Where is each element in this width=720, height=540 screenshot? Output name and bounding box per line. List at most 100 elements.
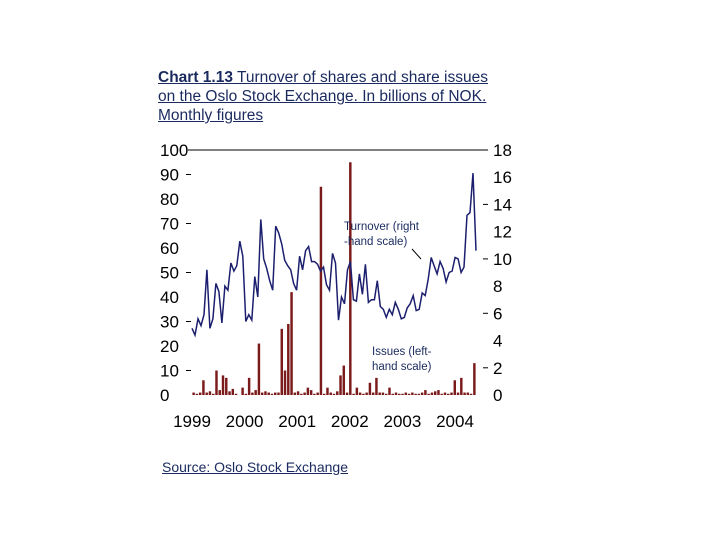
issues-bar — [280, 328, 283, 395]
issues-bar — [385, 393, 388, 395]
right-tick-label: 8 — [493, 277, 502, 296]
right-tick-label: 18 — [493, 141, 512, 160]
right-tick-label: 12 — [493, 223, 512, 242]
issues-bar — [287, 323, 290, 395]
issues-bar — [394, 392, 398, 395]
issues-bar — [202, 380, 205, 395]
issues-bar — [234, 393, 238, 395]
right-tick-label: 6 — [493, 304, 502, 323]
right-tick-label: 16 — [493, 168, 512, 187]
left-tick-label: 90 — [160, 166, 179, 185]
issues-bar — [257, 343, 261, 395]
issues-bar — [355, 387, 359, 395]
issues-bar — [215, 370, 218, 395]
issues-bar — [358, 392, 362, 395]
left-axis-ticks: 0 10 20 30 40 50 60 70 80 90 100 — [160, 141, 191, 405]
right-tick-label: 14 — [493, 195, 512, 214]
x-tick-label: 2003 — [383, 412, 421, 431]
issues-bar — [463, 392, 466, 395]
issues-bar — [401, 393, 404, 395]
left-tick-label: 50 — [160, 264, 179, 283]
issues-bar — [407, 393, 411, 395]
issues-bar — [368, 382, 372, 395]
issues-bar — [424, 390, 427, 395]
issues-bar — [326, 387, 329, 395]
right-tick-label: 4 — [493, 332, 502, 351]
issues-bar — [244, 393, 248, 395]
issues-bar — [417, 393, 421, 395]
issues-bar — [322, 393, 326, 395]
issues-bar — [391, 393, 394, 395]
issues-bar — [362, 393, 365, 395]
issues-bar — [195, 393, 199, 395]
issues-bar — [228, 391, 231, 395]
issues-annotation-line1: Issues (left- — [372, 346, 432, 358]
issues-bar — [352, 393, 355, 395]
issues-bar — [430, 392, 434, 395]
left-tick-label: 30 — [160, 313, 179, 332]
issues-bar — [437, 390, 440, 395]
issues-bar — [404, 392, 408, 395]
issues-bar — [218, 390, 221, 395]
issues-bar — [313, 393, 316, 395]
issues-bar — [398, 393, 401, 395]
x-tick-label: 2004 — [436, 412, 474, 431]
issues-bar — [466, 392, 470, 395]
issues-bar — [456, 392, 460, 395]
issues-bar — [375, 377, 378, 395]
left-tick-label: 70 — [160, 215, 179, 234]
right-tick-label: 10 — [493, 250, 512, 269]
issues-bar — [345, 392, 349, 395]
issues-bar — [254, 390, 257, 395]
right-tick-label: 0 — [493, 386, 502, 405]
issues-bar — [205, 392, 208, 395]
issues-bar — [267, 392, 270, 395]
left-tick-label: 60 — [160, 239, 179, 258]
issues-bar — [283, 370, 287, 395]
issues-bar — [342, 365, 346, 395]
issues-bar — [296, 391, 300, 395]
issues-bar — [270, 393, 274, 395]
issues-bar — [469, 393, 473, 395]
issues-bar — [411, 392, 414, 395]
left-tick-label: 20 — [160, 337, 179, 356]
issues-bar — [336, 391, 339, 395]
x-tick-label: 2000 — [226, 412, 264, 431]
issues-bar — [241, 387, 244, 395]
chart-number: Chart 1.13 — [158, 69, 233, 86]
issues-annotation-line2: hand scale) — [372, 361, 432, 373]
x-axis-labels: 1999 2000 2001 2002 2003 2004 — [173, 412, 474, 431]
issues-bar — [365, 392, 368, 395]
issues-bar — [447, 393, 450, 395]
issues-bar — [198, 392, 202, 395]
turnover-annotation-line2: -hand scale) — [344, 236, 407, 248]
issues-bar — [414, 393, 417, 395]
right-tick-label: 2 — [493, 359, 502, 378]
issues-bar — [309, 390, 313, 395]
issues-bar — [473, 363, 476, 395]
issues-bar — [371, 392, 375, 395]
x-tick-label: 1999 — [173, 412, 211, 431]
turnover-annotation-arrow — [411, 248, 422, 260]
issues-bar — [349, 162, 352, 395]
left-tick-label: 40 — [160, 288, 179, 307]
issues-bar — [264, 391, 267, 395]
issues-bar — [453, 380, 457, 395]
issues-bar — [316, 392, 319, 395]
issues-bar — [339, 375, 342, 395]
issues-bar — [277, 392, 280, 395]
issues-bar — [300, 393, 303, 395]
issues-bar — [221, 375, 225, 395]
issues-bar — [260, 392, 264, 395]
issues-bar — [306, 387, 310, 395]
right-axis-ticks: 0 2 4 6 8 10 12 14 16 18 — [483, 141, 512, 405]
issues-bar — [388, 387, 391, 395]
issues-bar — [251, 392, 254, 395]
issues-bar — [225, 377, 228, 395]
issues-bar — [247, 377, 251, 395]
issues-bar — [460, 377, 463, 395]
issues-bar — [332, 393, 336, 395]
x-tick-label: 2002 — [331, 412, 369, 431]
issues-bar — [329, 392, 332, 395]
issues-bar — [450, 392, 453, 395]
